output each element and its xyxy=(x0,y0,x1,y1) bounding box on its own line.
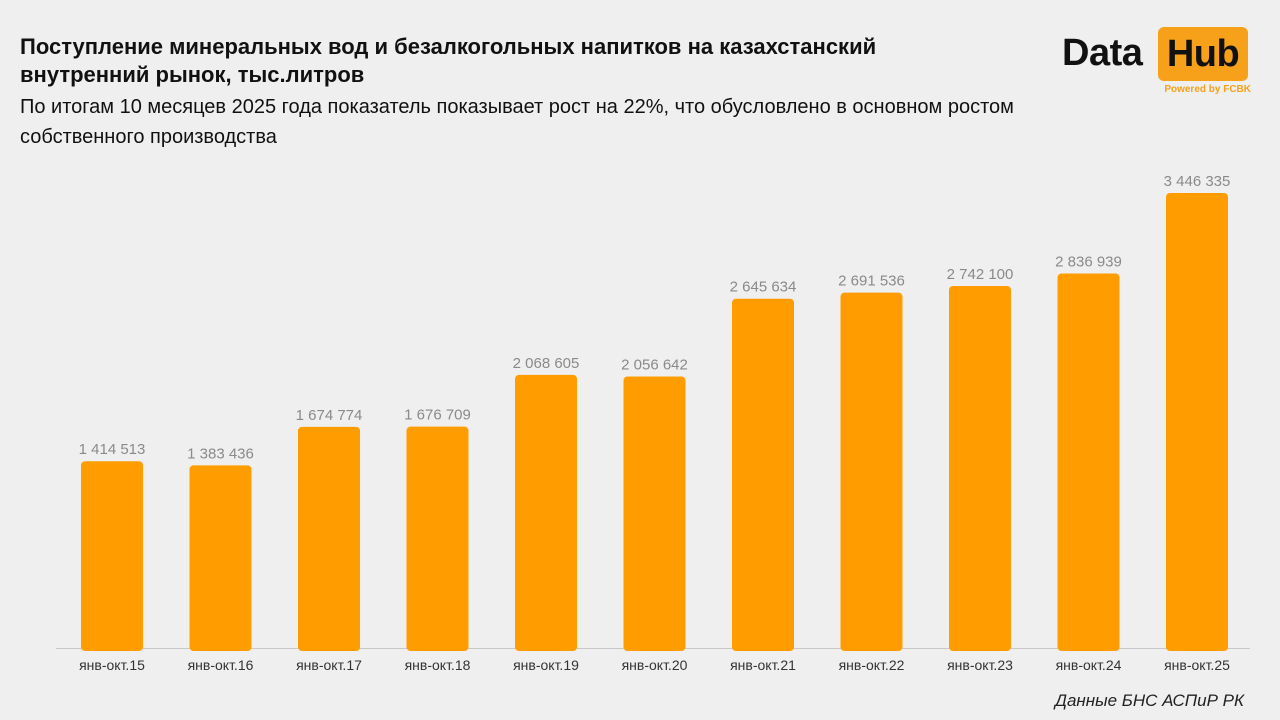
bar-10 xyxy=(1166,193,1228,651)
bar-base-0 xyxy=(81,644,143,648)
x-tick-label-1: янв-окт.16 xyxy=(188,657,254,673)
bar-base-6 xyxy=(732,644,794,648)
value-label-7: 2 691 536 xyxy=(838,273,905,290)
x-tick-label-7: янв-окт.22 xyxy=(839,657,905,673)
value-label-0: 1 414 513 xyxy=(79,441,146,458)
value-label-3: 1 676 709 xyxy=(404,407,471,424)
bar-base-9 xyxy=(1057,644,1120,648)
bar-base-8 xyxy=(949,644,1011,648)
data-source-note: Данные БНС АСПиР РК xyxy=(1054,691,1244,710)
value-label-2: 1 674 774 xyxy=(296,407,363,424)
x-tick-label-0: янв-окт.15 xyxy=(79,657,145,673)
bar-1 xyxy=(189,465,252,651)
bar-0 xyxy=(81,461,143,651)
bar-5 xyxy=(623,376,686,651)
value-label-6: 2 645 634 xyxy=(730,279,797,296)
value-label-5: 2 056 642 xyxy=(621,356,688,373)
x-tick-label-5: янв-окт.20 xyxy=(622,657,688,673)
bar-base-2 xyxy=(298,644,360,648)
x-tick-label-10: янв-окт.25 xyxy=(1164,657,1230,673)
bar-6 xyxy=(732,298,794,651)
bar-base-5 xyxy=(623,644,686,648)
value-label-8: 2 742 100 xyxy=(947,266,1014,283)
x-tick-label-9: янв-окт.24 xyxy=(1056,657,1122,673)
x-tick-label-8: янв-окт.23 xyxy=(947,657,1013,673)
bar-8 xyxy=(949,285,1011,651)
bar-base-3 xyxy=(406,644,469,648)
value-label-10: 3 446 335 xyxy=(1164,173,1231,190)
bar-base-7 xyxy=(840,644,903,648)
x-tick-label-2: янв-окт.17 xyxy=(296,657,362,673)
x-tick-label-4: янв-окт.19 xyxy=(513,657,579,673)
bar-base-1 xyxy=(189,644,252,648)
bar-base-10 xyxy=(1166,644,1228,648)
bar-3 xyxy=(406,426,469,651)
bar-base-4 xyxy=(515,644,577,648)
x-tick-label-6: янв-окт.21 xyxy=(730,657,796,673)
value-label-1: 1 383 436 xyxy=(187,445,254,462)
bar-4 xyxy=(515,374,577,651)
x-tick-label-3: янв-окт.18 xyxy=(405,657,471,673)
value-label-4: 2 068 605 xyxy=(513,355,580,372)
logo-powered-by: Powered by FCBK xyxy=(1164,84,1251,95)
chart-title: Поступление минеральных вод и безалкогол… xyxy=(20,34,877,87)
logo-word-hub: Hub xyxy=(1158,27,1248,81)
logo-word-data: Data xyxy=(1062,32,1143,74)
bar-9 xyxy=(1057,273,1120,651)
datahub-logo: Data Hub Powered by FCBK xyxy=(1062,27,1252,97)
bar-2 xyxy=(298,426,360,651)
chart-subtitle: По итогам 10 месяцев 2025 года показател… xyxy=(20,96,1014,148)
value-label-9: 2 836 939 xyxy=(1055,253,1122,270)
bar-7 xyxy=(840,292,903,651)
